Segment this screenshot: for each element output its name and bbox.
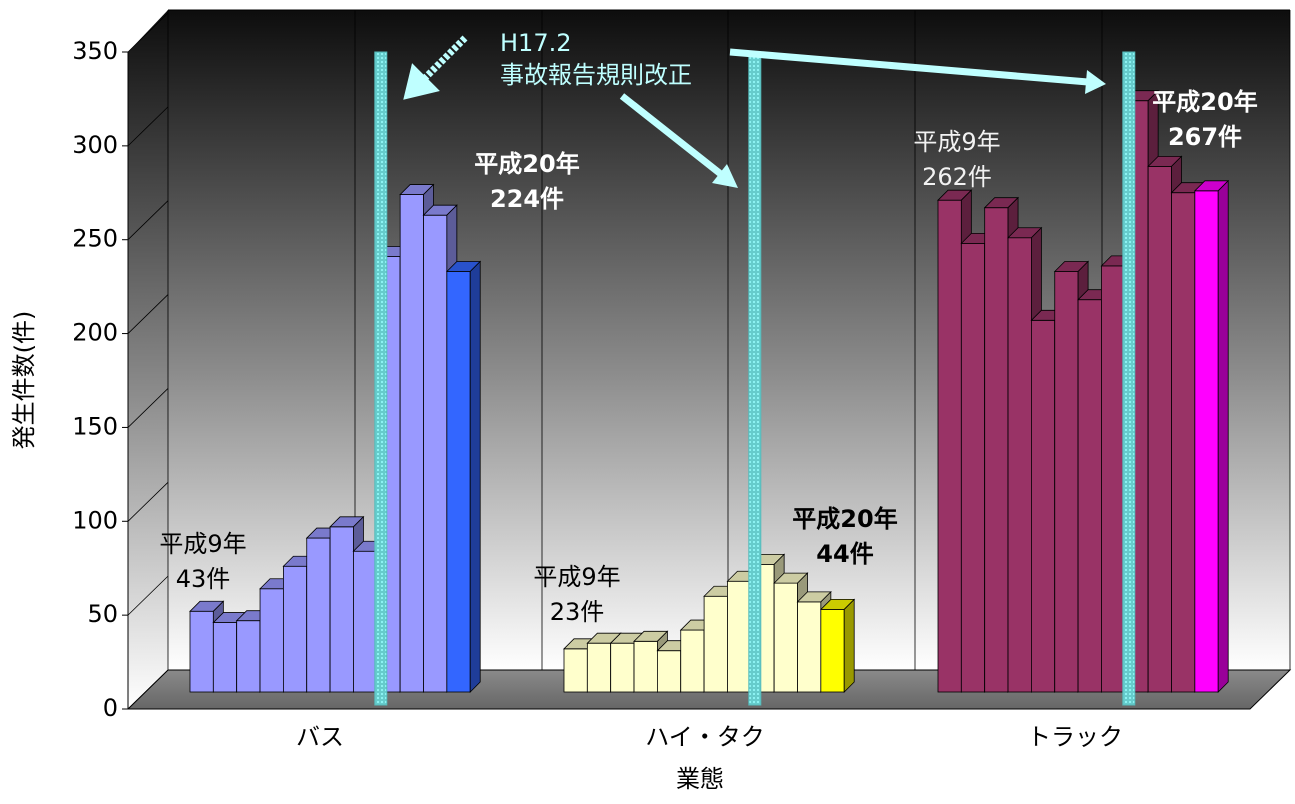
bar <box>236 620 261 693</box>
bars <box>189 89 1230 693</box>
bar-side <box>1217 179 1229 693</box>
bar <box>657 650 682 693</box>
grid-line <box>127 575 169 616</box>
bar <box>1031 319 1056 693</box>
arrow-head <box>712 164 738 188</box>
annotation: 224件 <box>490 185 564 213</box>
annotation: 平成20年 <box>1152 88 1257 116</box>
bar <box>680 629 705 693</box>
x-axis-title: 業態 <box>676 765 724 793</box>
wall-grid <box>127 9 1291 710</box>
arrow-head <box>403 63 440 100</box>
y-tick-label: 50 <box>87 600 118 628</box>
y-axis-title: 発生件数(件) <box>10 311 38 450</box>
bar-side <box>843 598 855 693</box>
bar <box>586 642 612 693</box>
bar <box>423 214 448 693</box>
grid-line <box>127 200 169 241</box>
bar <box>212 622 238 693</box>
y-tick-label: 150 <box>72 412 118 440</box>
grid-line <box>127 12 169 53</box>
bar <box>1171 192 1196 693</box>
bar <box>259 588 284 693</box>
bar <box>1147 165 1172 693</box>
side-wall <box>128 10 168 709</box>
bar <box>960 242 986 693</box>
annotation: 平成9年 <box>533 563 620 591</box>
y-tick-label: 350 <box>72 37 118 65</box>
annotation: 平成9年 <box>913 128 1000 156</box>
annotation: 平成20年 <box>474 150 579 178</box>
bar <box>306 537 331 693</box>
bar <box>937 199 962 693</box>
bar <box>703 595 728 693</box>
bar <box>773 582 798 693</box>
bar <box>329 526 354 693</box>
annotation: 事故報告規則改正 <box>500 61 692 89</box>
y-tick-label: 0 <box>103 694 118 722</box>
bar <box>610 642 635 693</box>
annotation: 44件 <box>816 540 873 568</box>
arrow <box>619 93 725 178</box>
bar <box>797 601 822 693</box>
arrow-head <box>1085 70 1106 94</box>
y-tick-label: 100 <box>72 506 118 534</box>
reform-line <box>1122 51 1136 706</box>
annotation: 267件 <box>1168 123 1242 151</box>
annotation: 平成20年 <box>792 505 897 533</box>
annotation: 平成9年 <box>159 530 246 558</box>
x-tick-label: トラック <box>1027 723 1123 751</box>
reform-lines <box>374 51 1136 706</box>
y-tick-label: 300 <box>72 131 118 159</box>
y-tick-label: 200 <box>72 319 118 347</box>
annotation: 43件 <box>176 565 231 593</box>
grid-line <box>127 388 169 428</box>
arrows <box>403 35 1106 188</box>
y-tick-label: 250 <box>72 225 118 253</box>
x-tick-label: ハイ・タク <box>645 723 765 751</box>
grid-line <box>127 669 169 710</box>
bar <box>189 610 214 693</box>
arrow <box>419 35 468 84</box>
bar <box>353 550 378 693</box>
bar <box>563 648 588 693</box>
grid-line <box>127 106 169 147</box>
arrow <box>729 48 1089 86</box>
annotation: H17.2 <box>500 29 571 57</box>
bar <box>282 565 308 693</box>
reform-line <box>748 51 762 706</box>
annotation: 262件 <box>922 163 992 191</box>
bar <box>633 640 658 693</box>
bar <box>1007 237 1032 693</box>
bar <box>399 194 424 693</box>
x-tick-label: バス <box>296 723 344 751</box>
bar <box>1101 265 1126 693</box>
bar <box>727 580 752 693</box>
grid-line <box>127 481 169 522</box>
bar <box>820 609 845 693</box>
reform-line <box>374 51 388 706</box>
bar <box>1054 271 1079 693</box>
bar <box>1194 190 1219 693</box>
grid-line <box>127 294 169 334</box>
bar <box>446 271 471 693</box>
bar-side <box>469 260 481 693</box>
bar <box>1077 299 1102 693</box>
annotation: 23件 <box>550 598 605 626</box>
bar <box>984 207 1009 693</box>
